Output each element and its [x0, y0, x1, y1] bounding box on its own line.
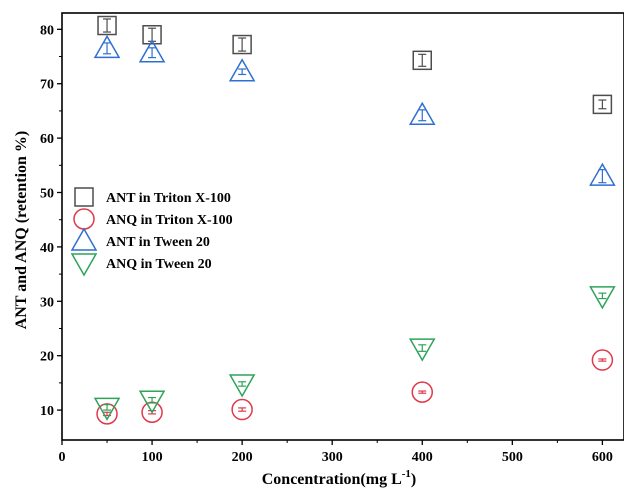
- x-axis-title: Concentration(mg L-1): [262, 468, 416, 488]
- data-point: [228, 374, 256, 398]
- series-square: [97, 15, 613, 115]
- y-tick-label: 10: [40, 404, 54, 419]
- legend-label: ANQ in Tween 20: [106, 257, 212, 272]
- data-point: [412, 50, 433, 71]
- y-axis-title: ANT and ANQ (retention %): [13, 131, 30, 330]
- data-point: [589, 286, 616, 310]
- y-tick-label: 30: [40, 295, 54, 310]
- series-triangle-up: [93, 34, 616, 186]
- error-bar: [238, 68, 247, 76]
- error-bar: [418, 109, 427, 122]
- y-tick-label: 40: [40, 241, 54, 256]
- error-bar: [148, 396, 157, 404]
- data-point: [589, 162, 616, 186]
- data-point: [97, 15, 117, 36]
- y-tick-label: 60: [40, 132, 54, 147]
- error-bar: [598, 292, 607, 300]
- x-tick-label: 400: [412, 450, 433, 465]
- data-point: [411, 381, 434, 403]
- plot-area: [61, 12, 624, 441]
- error-bar: [103, 404, 112, 411]
- legend-item: ANQ in Triton X-100: [73, 208, 233, 230]
- error-bar: [598, 169, 607, 184]
- x-tick-label: 300: [322, 450, 343, 465]
- series-layer: [93, 15, 616, 425]
- plot-frame: [61, 12, 624, 441]
- legend-item: ANT in Triton X-100: [74, 187, 231, 207]
- legend-label: ANQ in Triton X-100: [106, 213, 233, 228]
- series-circle: [96, 349, 614, 425]
- legend: ANT in Triton X-100 ANQ in Triton X-100 AN…: [70, 187, 233, 277]
- error-bar: [103, 42, 112, 55]
- data-point: [96, 403, 118, 425]
- x-axis-title-end: ): [411, 471, 416, 488]
- y-axis: 10 20 30 40 50 60 70 80: [40, 23, 62, 419]
- legend-item: ANQ in Tween 20: [70, 253, 212, 277]
- data-point: [232, 34, 252, 55]
- legend-marker: [70, 227, 98, 251]
- y-tick-label: 80: [40, 23, 54, 38]
- legend-label: ANT in Tween 20: [106, 235, 210, 250]
- x-tick-label: 0: [59, 450, 66, 465]
- error-bar: [418, 53, 427, 67]
- legend-item: ANT in Tween 20: [70, 227, 210, 251]
- x-tick-label: 600: [592, 450, 613, 465]
- data-point: [228, 58, 256, 82]
- y-tick-label: 70: [40, 78, 54, 93]
- x-tick-label: 100: [142, 450, 163, 465]
- x-axis-title-main: Concentration(mg L: [262, 471, 402, 488]
- error-bar: [238, 407, 247, 412]
- data-point: [142, 25, 162, 45]
- series-triangle-down: [93, 286, 616, 421]
- error-bar: [598, 358, 607, 362]
- x-axis-title-sup: -1: [402, 468, 411, 480]
- legend-marker: [74, 187, 94, 207]
- y-tick-label: 20: [40, 350, 54, 365]
- data-point: [93, 397, 121, 421]
- data-point: [138, 390, 166, 414]
- data-point: [592, 94, 613, 115]
- data-point: [93, 34, 121, 59]
- x-tick-label: 200: [232, 450, 253, 465]
- error-bar: [418, 390, 427, 394]
- error-bar: [238, 381, 247, 387]
- data-point: [408, 101, 436, 126]
- data-point: [408, 338, 436, 362]
- data-point: [138, 39, 166, 63]
- x-axis: 0 100 200 300 400 500 600: [59, 440, 613, 465]
- legend-marker: [73, 208, 95, 230]
- legend-label: ANT in Triton X-100: [106, 191, 231, 206]
- error-bar: [418, 344, 427, 352]
- error-bar: [238, 37, 247, 52]
- data-point: [591, 349, 614, 371]
- error-bar: [598, 99, 607, 110]
- error-bar: [103, 18, 112, 33]
- y-tick-label: 50: [40, 187, 54, 202]
- error-bar: [148, 47, 157, 59]
- x-tick-label: 500: [502, 450, 523, 465]
- data-point: [231, 398, 253, 421]
- legend-marker: [70, 253, 98, 277]
